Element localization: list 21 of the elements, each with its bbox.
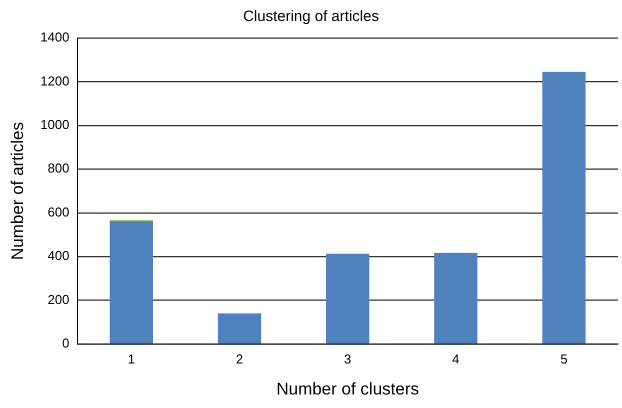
- y-tick-label: 600: [48, 204, 70, 220]
- x-tick-label: 2: [236, 351, 244, 366]
- y-tick-label: 0: [62, 336, 70, 351]
- y-tick-label: 800: [48, 160, 70, 176]
- bar: [542, 72, 586, 344]
- y-tick-label: 200: [48, 292, 70, 307]
- y-axis-title: Number of articles: [8, 122, 27, 260]
- bar: [218, 313, 262, 344]
- bar: [434, 252, 478, 344]
- x-tick-label: 1: [128, 351, 136, 366]
- x-tick-label: 5: [560, 351, 568, 366]
- x-tick-label: 3: [344, 351, 352, 366]
- y-tick-label: 1200: [40, 73, 70, 88]
- chart-title: Clustering of articles: [243, 8, 379, 26]
- y-tick-label: 1400: [40, 30, 70, 45]
- x-axis-title: Number of clusters: [276, 379, 419, 398]
- bar: [110, 221, 154, 344]
- y-tick-label: 1000: [40, 117, 70, 132]
- bar: [326, 254, 370, 344]
- x-tick-label: 4: [452, 351, 460, 366]
- y-tick-label: 400: [48, 248, 70, 264]
